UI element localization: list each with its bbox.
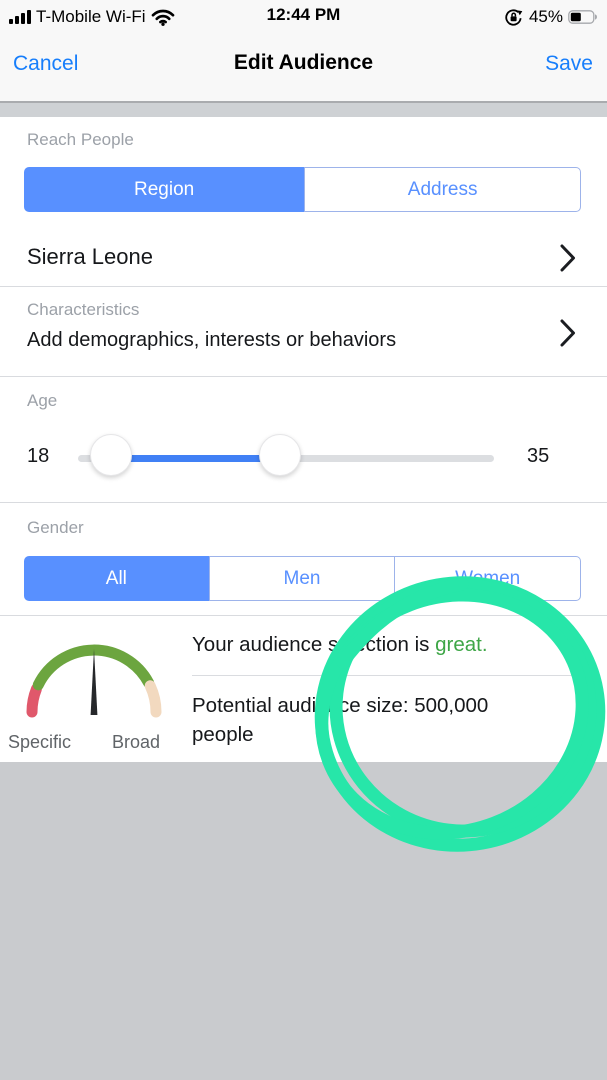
gender-segmented-control: All Men Women (24, 556, 582, 601)
age-slider-fill (111, 455, 280, 462)
chevron-right-icon[interactable] (559, 318, 577, 348)
age-label: Age (27, 391, 58, 410)
message-highlight: great. (435, 633, 488, 656)
age-max-value: 35 (527, 445, 550, 467)
nav-bar: Cancel Edit Audience Save (0, 40, 607, 92)
region-value[interactable]: Sierra Leone (27, 244, 153, 269)
characteristics-value[interactable]: Add demographics, interests or behaviors (27, 329, 397, 351)
page-title: Edit Audience (233, 51, 374, 74)
battery-icon (568, 10, 597, 24)
content-gap (0, 103, 607, 117)
characteristics-section[interactable]: Characteristics Add demographics, intere… (0, 287, 607, 377)
audience-selection-message: Your audience selection is great. (192, 633, 488, 657)
meter-divider (192, 675, 581, 676)
age-section: Age 18 35 (0, 377, 607, 503)
carrier-label: T-Mobile Wi-Fi (36, 7, 146, 26)
gauge-dial-icon (26, 644, 162, 718)
gender-section: Gender All Men Women (0, 503, 607, 616)
audience-meter-section: Specific Broad Your audience selection i… (0, 616, 607, 762)
status-left: T-Mobile Wi-Fi (9, 4, 175, 30)
nav-divider (0, 101, 607, 103)
cancel-button[interactable]: Cancel (13, 52, 79, 75)
segment-men[interactable]: Men (208, 556, 396, 601)
clock-time: 12:44 PM (266, 5, 341, 24)
segment-region[interactable]: Region (24, 167, 305, 212)
age-slider-handle-max[interactable] (259, 434, 301, 476)
segment-address[interactable]: Address (304, 167, 581, 212)
gauge-specific-label: Specific (8, 732, 72, 752)
battery-percent-label: 45% (528, 7, 563, 26)
reach-type-segmented-control: Region Address (24, 167, 581, 212)
wifi-icon (151, 9, 174, 26)
orientation-lock-icon (505, 8, 523, 26)
status-bar: T-Mobile Wi-Fi 12:44 PM 45% (0, 4, 607, 30)
reach-people-label: Reach People (27, 130, 134, 149)
audience-gauge: Specific Broad (8, 622, 180, 752)
status-right: 45% (503, 4, 598, 30)
save-button[interactable]: Save (545, 52, 593, 75)
reach-people-section: Reach People Region Address Sierra Leone (0, 117, 607, 287)
cellular-signal-icon (9, 10, 31, 24)
potential-audience-size: Potential audience size: 500,000 people (192, 694, 489, 746)
segment-all[interactable]: All (24, 556, 209, 601)
top-bar: T-Mobile Wi-Fi 12:44 PM 45% (0, 0, 607, 101)
segment-women[interactable]: Women (395, 556, 582, 601)
age-min-value: 18 (27, 445, 50, 467)
age-slider-handle-min[interactable] (90, 434, 132, 476)
chevron-right-icon[interactable] (559, 243, 577, 273)
characteristics-label: Characteristics (27, 300, 140, 319)
gender-label: Gender (27, 518, 84, 537)
gauge-broad-label: Broad (112, 732, 161, 752)
message-prefix: Your audience selection is (192, 633, 436, 656)
